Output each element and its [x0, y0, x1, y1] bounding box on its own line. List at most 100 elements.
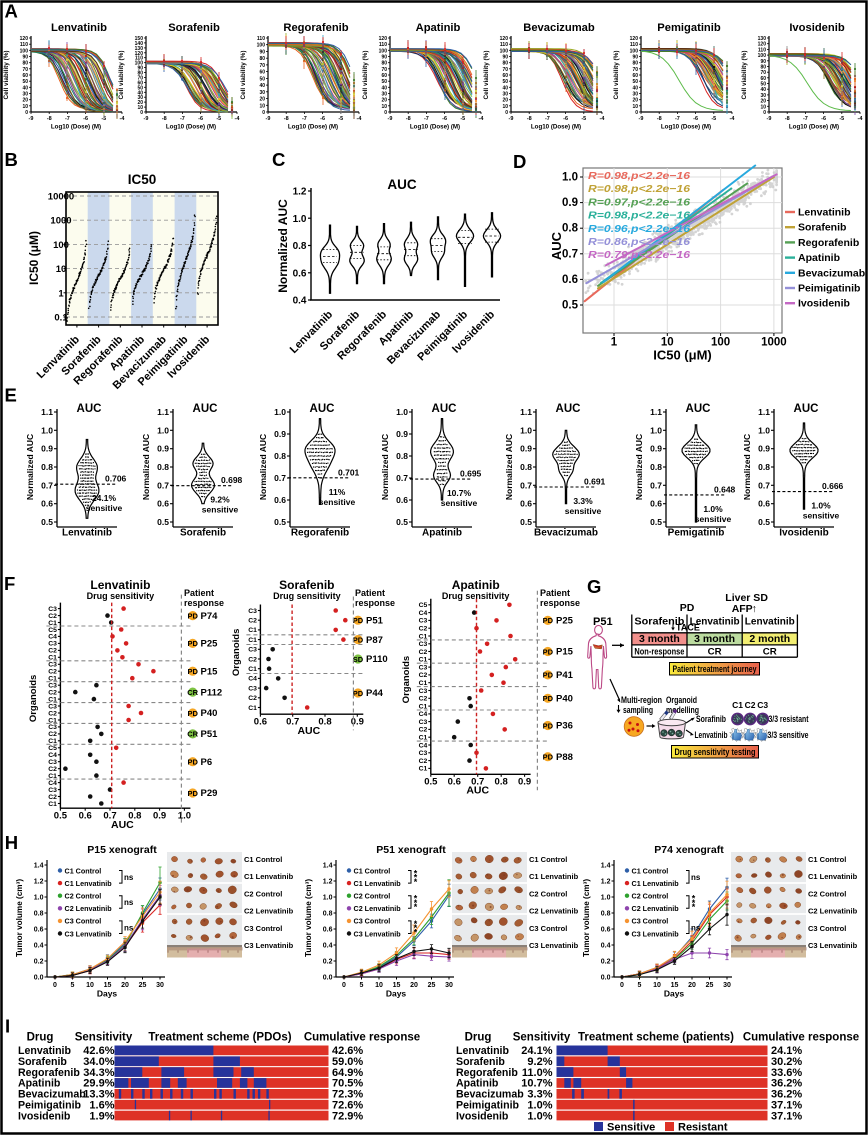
svg-text:-9: -9	[509, 116, 514, 122]
svg-text:-4: -4	[357, 116, 363, 122]
svg-text:response: response	[355, 598, 395, 608]
svg-text:C2: C2	[48, 669, 57, 676]
svg-text:Organoids: Organoids	[401, 656, 412, 704]
svg-text:33.6%: 33.6%	[771, 1067, 802, 1079]
svg-text:Cumulative response: Cumulative response	[743, 1032, 859, 1044]
svg-text:C4: C4	[419, 610, 428, 617]
svg-text:20: 20	[632, 98, 638, 104]
svg-text:C1: C1	[419, 633, 428, 640]
svg-text:0.9: 0.9	[520, 444, 532, 454]
svg-text:0.6: 0.6	[601, 927, 611, 934]
svg-text:H: H	[5, 832, 18, 853]
svg-text:20: 20	[22, 98, 28, 104]
svg-text:0.7: 0.7	[396, 473, 408, 483]
svg-text:50: 50	[137, 85, 143, 91]
svg-text:0.8: 0.8	[520, 462, 532, 472]
svg-text:R=0.98,p<2.2e−16: R=0.98,p<2.2e−16	[588, 184, 691, 195]
svg-text:0.1: 0.1	[54, 313, 68, 324]
svg-text:5: 5	[71, 982, 75, 989]
svg-text:0.9: 0.9	[562, 197, 578, 209]
svg-text:0.7: 0.7	[286, 717, 299, 728]
svg-text:Sorafenib: Sorafenib	[279, 578, 334, 592]
svg-text:Lenvatinib: Lenvatinib	[745, 616, 795, 628]
svg-text:0.0: 0.0	[601, 975, 611, 982]
svg-text:-4: -4	[120, 116, 126, 122]
svg-text:100: 100	[500, 48, 509, 54]
svg-text:0.7: 0.7	[650, 480, 662, 490]
svg-text:34.3%: 34.3%	[83, 1067, 114, 1079]
svg-text:AUC: AUC	[432, 403, 457, 415]
svg-text:0.8: 0.8	[601, 911, 611, 918]
svg-text:C3 Lenvatinib: C3 Lenvatinib	[65, 929, 113, 938]
svg-text:1.2: 1.2	[601, 879, 611, 886]
svg-text:-8: -8	[406, 116, 411, 122]
svg-text:0.9: 0.9	[351, 717, 364, 728]
svg-text:34.0%: 34.0%	[83, 1056, 114, 1068]
svg-text:1.0: 1.0	[274, 407, 286, 417]
svg-text:C3: C3	[48, 682, 57, 689]
svg-text:100: 100	[257, 43, 266, 49]
svg-text:TACE: TACE	[676, 623, 700, 633]
svg-text:72.6%: 72.6%	[332, 1099, 363, 1111]
svg-text:70: 70	[760, 70, 766, 76]
svg-text:sensitive: sensitive	[86, 503, 123, 513]
svg-text:0.7: 0.7	[274, 473, 286, 483]
svg-text:C3 Control: C3 Control	[808, 924, 846, 933]
svg-text:C1 Control: C1 Control	[244, 855, 282, 864]
svg-text:C1: C1	[48, 773, 57, 780]
svg-text:C1: C1	[48, 738, 57, 745]
svg-text:-9: -9	[29, 116, 34, 122]
svg-text:P51: P51	[201, 729, 219, 740]
svg-text:PD: PD	[353, 616, 364, 625]
svg-text:AUC: AUC	[466, 785, 489, 797]
svg-text:C3: C3	[419, 664, 428, 671]
svg-text:P112: P112	[201, 687, 223, 698]
svg-text:0.8: 0.8	[562, 223, 579, 235]
svg-text:0.9: 0.9	[396, 429, 408, 439]
svg-text:0.9: 0.9	[518, 777, 531, 788]
svg-text:C2 Lenvatinib: C2 Lenvatinib	[529, 907, 579, 916]
svg-text:Peimigatinib: Peimigatinib	[18, 1099, 82, 1111]
svg-text:-7: -7	[545, 116, 550, 122]
svg-text:0.2: 0.2	[323, 959, 333, 966]
svg-text:80: 80	[632, 61, 638, 67]
svg-text:20: 20	[502, 98, 508, 104]
svg-text:Cell viability (%): Cell viability (%)	[741, 50, 748, 99]
svg-text:R=0.97,p<2.2e−16: R=0.97,p<2.2e−16	[588, 197, 691, 208]
svg-text:AUC: AUC	[794, 403, 819, 415]
svg-text:10000: 10000	[48, 192, 74, 203]
svg-text:-4: -4	[479, 116, 485, 122]
svg-text:30: 30	[259, 90, 265, 96]
svg-text:Apatinib: Apatinib	[798, 252, 840, 264]
svg-text:-7: -7	[803, 116, 808, 122]
svg-text:Log10 (Dose) (M): Log10 (Dose) (M)	[661, 124, 711, 131]
svg-text:100: 100	[135, 61, 144, 67]
svg-text:Normalized AUC: Normalized AUC	[25, 434, 35, 500]
svg-text:0: 0	[53, 982, 57, 989]
svg-text:IC50 (μM): IC50 (μM)	[653, 348, 712, 363]
svg-text:1000: 1000	[50, 216, 71, 227]
svg-text:R=0.98,p<2.2e−16: R=0.98,p<2.2e−16	[588, 171, 691, 182]
svg-text:C3: C3	[48, 606, 57, 613]
svg-text:140: 140	[135, 41, 144, 47]
svg-text:0.2: 0.2	[601, 959, 611, 966]
svg-text:C5: C5	[48, 627, 57, 634]
svg-text:C2: C2	[48, 689, 57, 696]
svg-text:10.7%: 10.7%	[521, 1078, 552, 1090]
svg-text:G: G	[587, 576, 601, 597]
svg-text:20: 20	[259, 97, 265, 103]
svg-text:0.6: 0.6	[562, 274, 578, 286]
svg-text:0.5: 0.5	[520, 517, 532, 527]
svg-text:72.3%: 72.3%	[332, 1089, 363, 1101]
svg-text:0.7: 0.7	[520, 480, 532, 490]
svg-text:*: *	[414, 898, 418, 908]
svg-text:25: 25	[428, 982, 436, 989]
svg-text:PD: PD	[187, 611, 198, 620]
svg-text:0: 0	[384, 110, 387, 116]
svg-text:C2: C2	[248, 695, 257, 702]
svg-text:0.6: 0.6	[157, 499, 169, 509]
svg-text:C1: C1	[48, 620, 57, 627]
svg-text:C2: C2	[48, 648, 57, 655]
svg-text:C2: C2	[419, 625, 428, 632]
svg-text:0.666: 0.666	[822, 481, 844, 491]
